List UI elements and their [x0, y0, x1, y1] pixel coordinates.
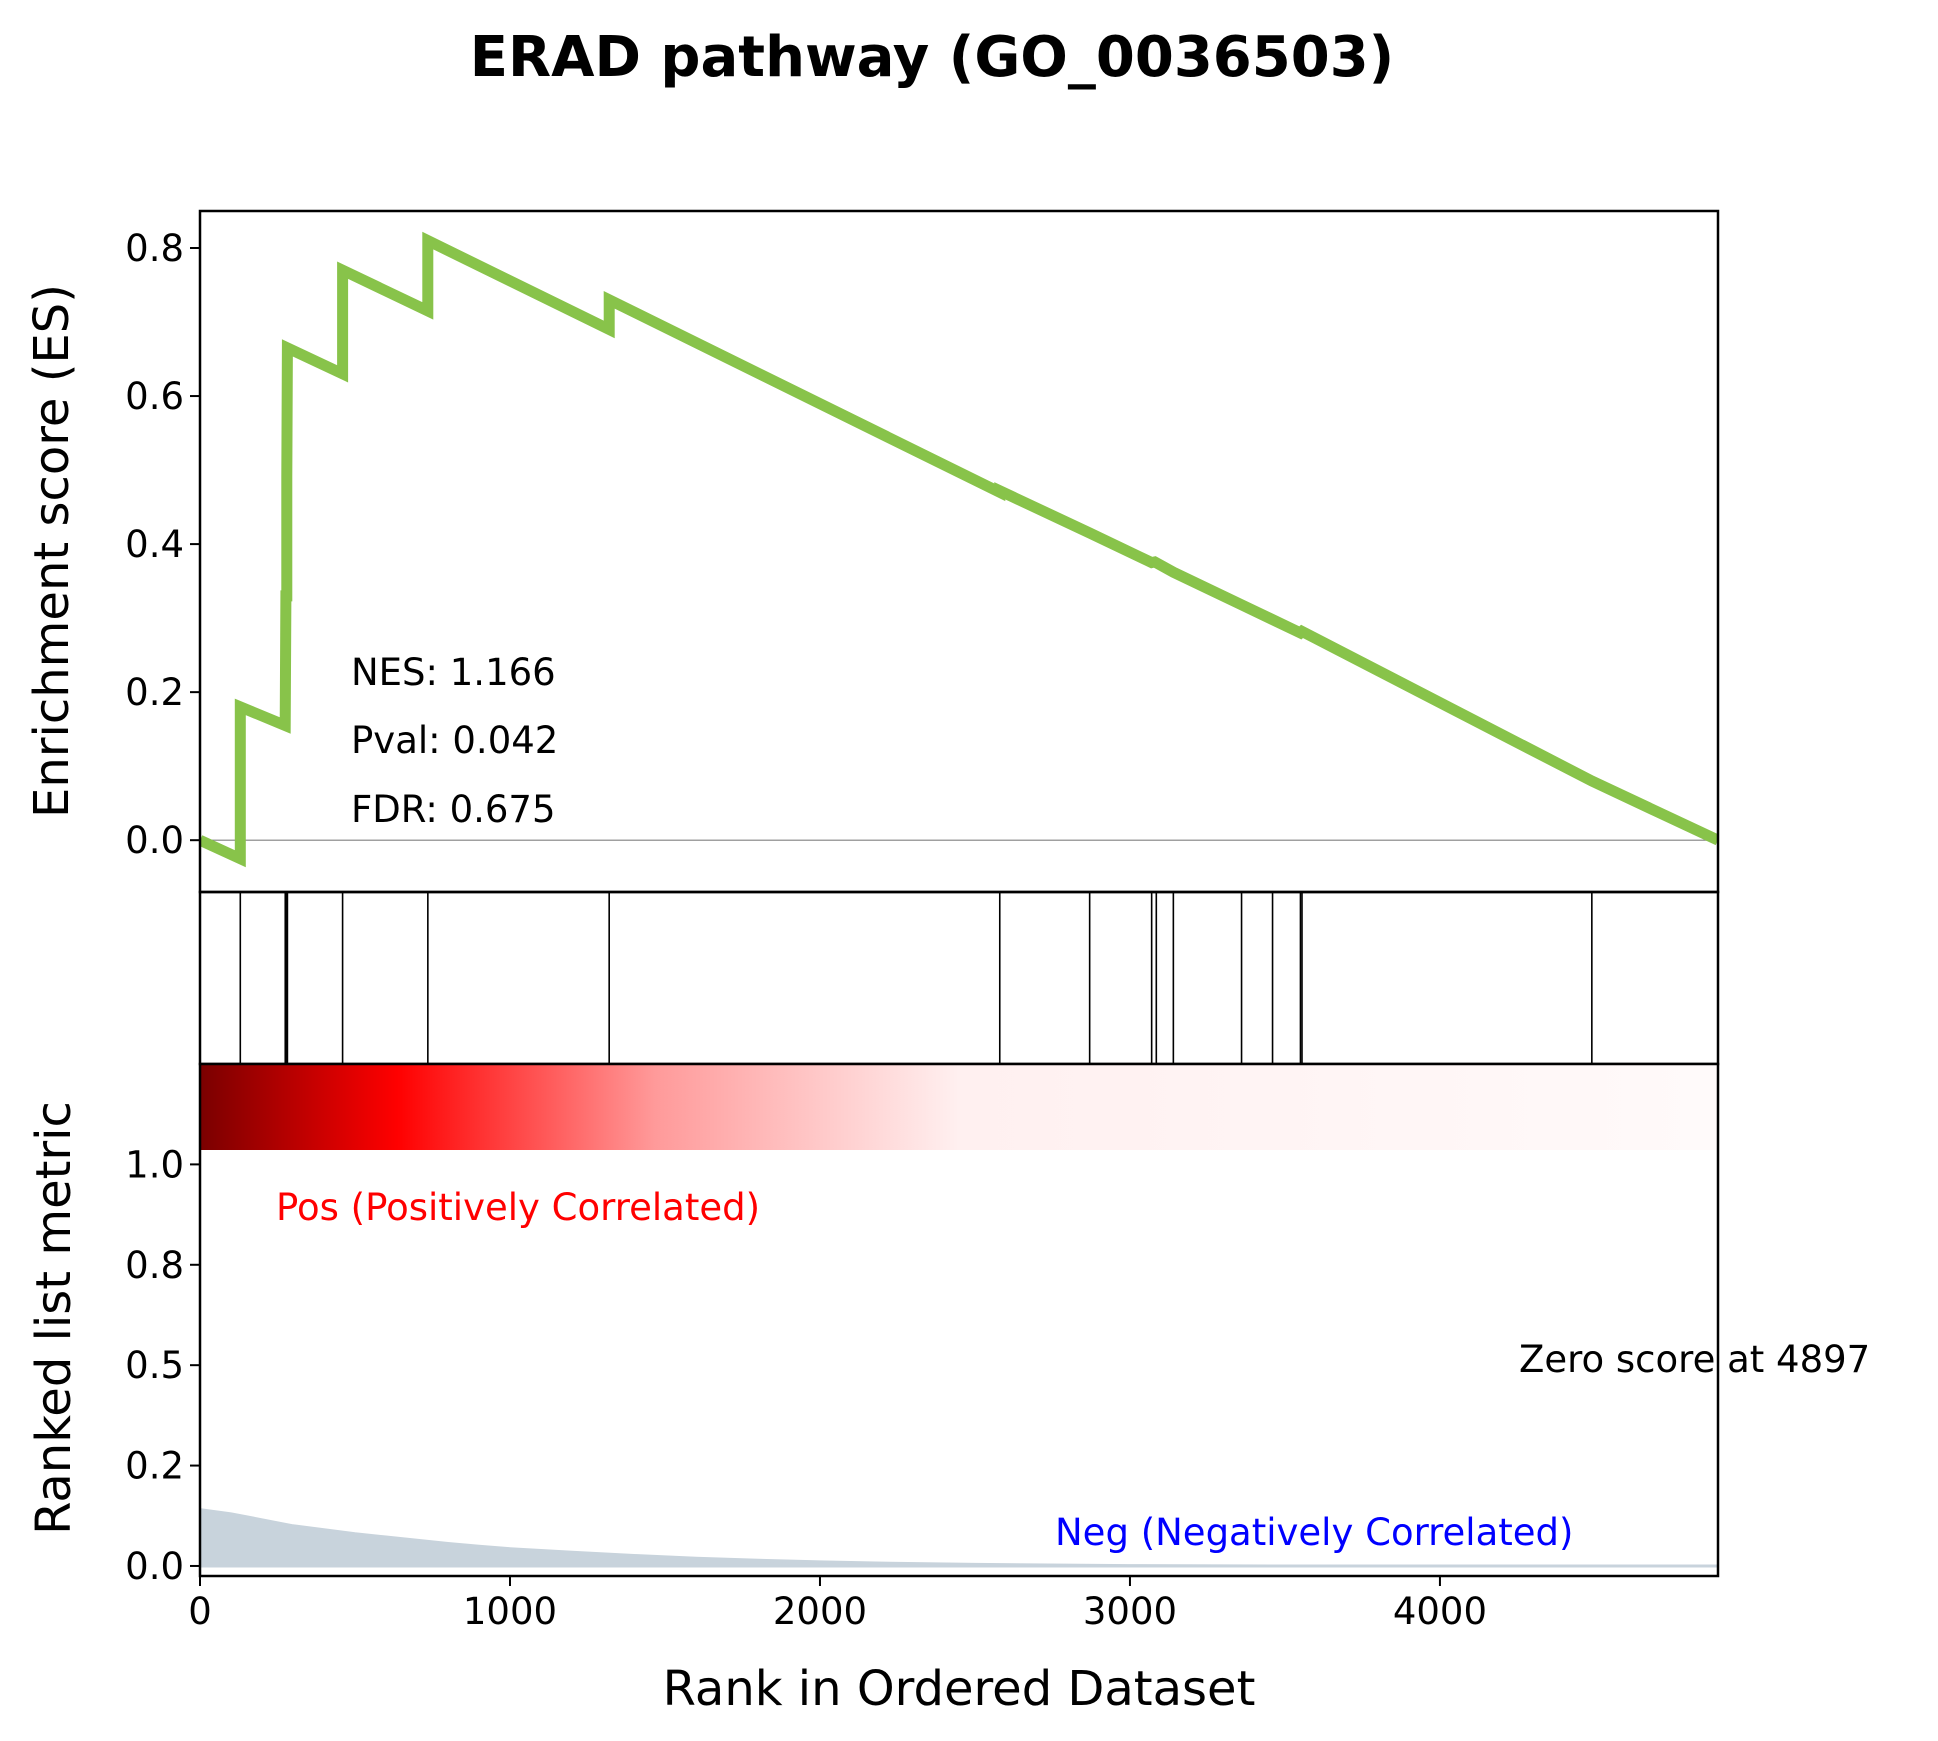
- es-series-line: [200, 231, 1718, 868]
- x-tick-label: 2000: [773, 1590, 867, 1633]
- neg-label: Neg (Negatively Correlated): [1055, 1511, 1573, 1554]
- x-axis-ticks: 0 1000 2000 3000 4000: [188, 1576, 1487, 1633]
- metric-panel-frame: [198, 1062, 1720, 1578]
- es-tick-label: 0.6: [125, 375, 184, 418]
- metric-axis-ticks: 0.0 0.2 0.5 0.8 1.0: [125, 1143, 200, 1588]
- metric-area: [200, 1508, 1718, 1568]
- x-tick-label: 1000: [463, 1590, 557, 1633]
- rank-heatmap-bar: [200, 1064, 1718, 1150]
- x-tick-label: 0: [188, 1590, 212, 1633]
- es-tick-label: 0.4: [125, 523, 184, 566]
- es-y-axis-label: Enrichment score (ES): [24, 284, 80, 818]
- x-axis-label: Rank in Ordered Dataset: [663, 1661, 1256, 1717]
- x-tick-label: 4000: [1393, 1590, 1487, 1633]
- es-panel: 0.0 0.2 0.4 0.6 0.8 NES: 1.166 Pval: 0.042 F…: [24, 209, 1720, 894]
- es-tick-label: 0.8: [125, 227, 184, 270]
- pval-label: Pval: 0.042: [351, 719, 558, 762]
- gene-hit-marks: [239, 892, 1593, 1064]
- es-tick-label: 0.2: [125, 671, 184, 714]
- hits-panel: [198, 890, 1720, 1066]
- metric-tick-label: 0.2: [125, 1445, 184, 1488]
- metric-y-axis-label: Ranked list metric: [26, 1101, 82, 1535]
- zero-score-label: Zero score at 4897: [1519, 1338, 1870, 1381]
- es-axis-ticks: 0.0 0.2 0.4 0.6 0.8: [125, 227, 200, 862]
- es-tick-label: 0.0: [125, 819, 184, 862]
- metric-tick-label: 0.8: [125, 1244, 184, 1287]
- chart-title: ERAD pathway (GO_0036503): [470, 25, 1395, 90]
- metric-tick-label: 0.5: [125, 1344, 184, 1387]
- pos-label: Pos (Positively Correlated): [276, 1186, 760, 1229]
- x-tick-label: 3000: [1083, 1590, 1177, 1633]
- nes-label: NES: 1.166: [351, 651, 556, 694]
- metric-tick-label: 1.0: [125, 1143, 184, 1186]
- metric-tick-label: 0.0: [125, 1545, 184, 1588]
- fdr-label: FDR: 0.675: [351, 788, 556, 831]
- metric-panel: 0.0 0.2 0.5 0.8 1.0 Pos (Positively Correlat…: [26, 1062, 1870, 1588]
